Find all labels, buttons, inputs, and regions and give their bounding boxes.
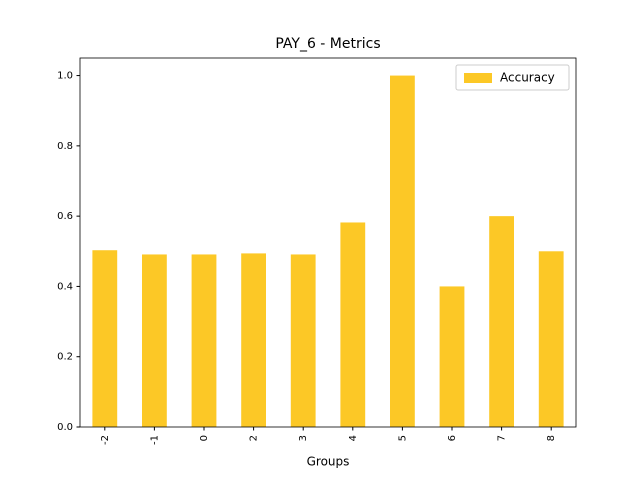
x-tick-label: 7 xyxy=(497,435,508,441)
x-tick-label: 0 xyxy=(199,435,210,441)
bar xyxy=(241,253,266,427)
bar xyxy=(142,254,167,427)
axes-frame xyxy=(79,57,577,428)
x-axis-label: Groups xyxy=(307,455,350,469)
legend-swatch xyxy=(464,73,492,83)
bar xyxy=(290,254,316,427)
x-tick-label: 4 xyxy=(348,435,359,441)
bar xyxy=(390,75,415,428)
legend-box xyxy=(455,64,570,91)
bar xyxy=(439,286,465,427)
legend-label: Accuracy xyxy=(500,71,555,85)
bar xyxy=(92,250,118,427)
y-tick-label: 0.4 xyxy=(57,281,73,292)
y-tick-label: 0.8 xyxy=(57,141,73,152)
y-tick-label: 0.6 xyxy=(57,211,73,222)
y-tick-label: 0.2 xyxy=(57,352,73,363)
x-tick-label: 2 xyxy=(249,435,260,441)
bar xyxy=(538,251,564,427)
x-tick-label: -1 xyxy=(149,435,160,445)
bar xyxy=(191,254,217,427)
x-tick-label: 3 xyxy=(298,435,309,441)
x-tick-label: 6 xyxy=(447,435,458,441)
chart-title: PAY_6 - Metrics xyxy=(275,36,380,52)
y-tick-label: 1.0 xyxy=(57,71,73,82)
bar xyxy=(489,216,514,427)
x-tick-label: -2 xyxy=(100,435,111,445)
x-tick-label: 5 xyxy=(397,435,408,441)
x-tick-label: 8 xyxy=(546,435,557,441)
y-tick-label: 0.0 xyxy=(57,422,73,433)
bar xyxy=(340,222,366,427)
